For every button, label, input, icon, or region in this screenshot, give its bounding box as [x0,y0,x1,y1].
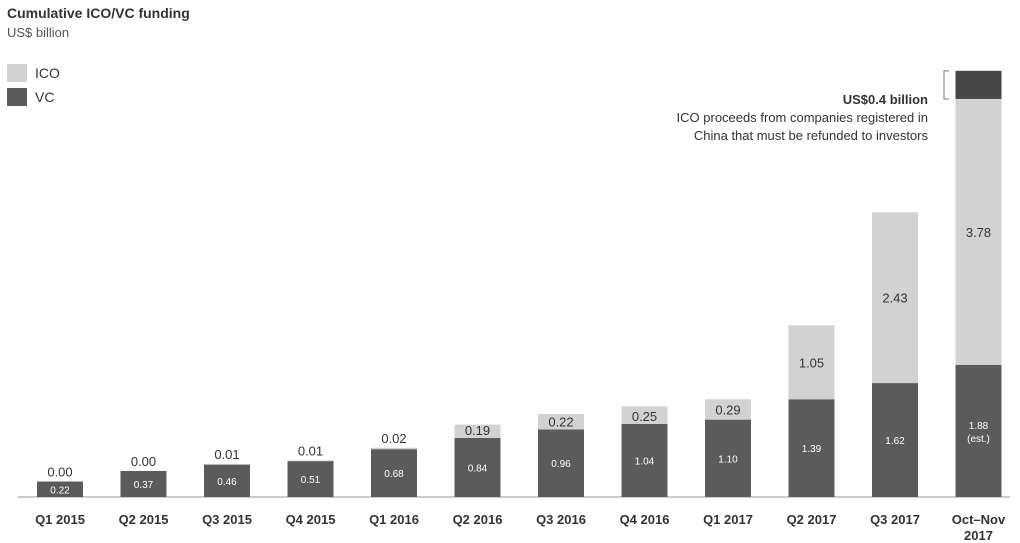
legend-item-ico: ICO [7,61,60,85]
bar-ico [538,414,584,430]
data-label-vc: 1.10 [718,454,738,465]
data-label-vc: 1.88 [969,421,989,432]
bar-vc [872,383,918,497]
data-label-ico: 0.22 [548,414,573,429]
annotation-title: US$0.4 billion [843,92,928,107]
bar-ico [287,460,334,462]
x-tick-label: Q3 2016 [536,512,586,527]
data-label-vc: 0.68 [384,469,404,480]
x-tick-label: Q2 2017 [787,512,837,527]
x-tick-label: Oct–Nov [952,512,1006,527]
x-tick-label: Q3 2017 [870,512,920,527]
data-label-ico: 0.25 [632,409,657,424]
x-tick-label: Q2 2015 [119,512,169,527]
data-label-vc: 1.04 [635,456,655,467]
legend-label-vc: VC [35,89,55,105]
legend-swatch-vc [7,88,27,106]
chart-subtitle: US$ billion [7,25,70,40]
data-label-ico: 0.01 [214,447,239,462]
bar-vc [955,364,1002,497]
data-label-vc: 0.84 [468,463,488,474]
x-tick-label: Q1 2016 [369,512,419,527]
x-tick-label: Q4 2016 [620,512,670,527]
data-label-vc: 0.96 [551,459,571,470]
legend-label-ico: ICO [35,65,60,81]
bar-ico [621,406,668,424]
bar-vc [705,419,751,497]
data-label-vc: 0.22 [50,485,70,496]
x-tick-label: 2017 [964,528,993,543]
data-label-vc: 0.37 [134,480,154,491]
data-label-ico: 2.43 [882,291,907,306]
data-label-vc: 0.51 [301,475,321,486]
bar-ico [788,325,835,400]
data-label-vc: (est.) [967,434,990,445]
chart-title: Cumulative ICO/VC funding [7,5,190,21]
data-label-ico: 0.19 [465,423,490,438]
data-label-ico: 0.00 [47,465,72,480]
x-tick-label: Q4 2015 [286,512,336,527]
x-tick-label: Q1 2015 [35,512,85,527]
bar-ico [371,447,417,450]
bar-ico [204,463,250,465]
legend-item-vc: VC [7,85,60,109]
data-label-ico: 1.05 [799,355,824,370]
bar-ico [705,399,751,420]
bar-vc [287,461,334,497]
bar-vc [204,464,250,497]
bar-ico [955,98,1002,365]
legend: ICO VC [7,61,60,109]
annotation-text: ICO proceeds from companies registered i… [677,110,928,125]
bar-vc [538,429,584,497]
legend-swatch-ico [7,64,27,82]
bar-vc [37,481,83,497]
data-label-vc: 1.62 [885,436,905,447]
bar-vc [621,423,668,497]
x-tick-label: Q2 2016 [453,512,503,527]
bar-ico-refund [955,70,1002,99]
bar-vc [788,399,835,497]
data-label-ico: 0.01 [298,443,323,458]
data-label-ico: 0.29 [715,402,740,417]
data-label-vc: 0.46 [217,477,237,488]
data-label-ico: 0.02 [381,431,406,446]
bar-vc [454,437,501,497]
bar-ico [872,212,918,384]
bar-vc [371,449,417,497]
data-label-ico: 3.78 [966,225,991,240]
bar-vc [120,470,167,497]
annotation-bracket [943,70,949,100]
x-tick-label: Q1 2017 [703,512,753,527]
bar-ico [454,424,501,438]
data-label-vc: 1.39 [802,444,822,455]
annotation-text: China that must be refunded to investors [694,128,929,143]
data-label-ico: 0.00 [131,454,156,469]
x-tick-label: Q3 2015 [202,512,252,527]
